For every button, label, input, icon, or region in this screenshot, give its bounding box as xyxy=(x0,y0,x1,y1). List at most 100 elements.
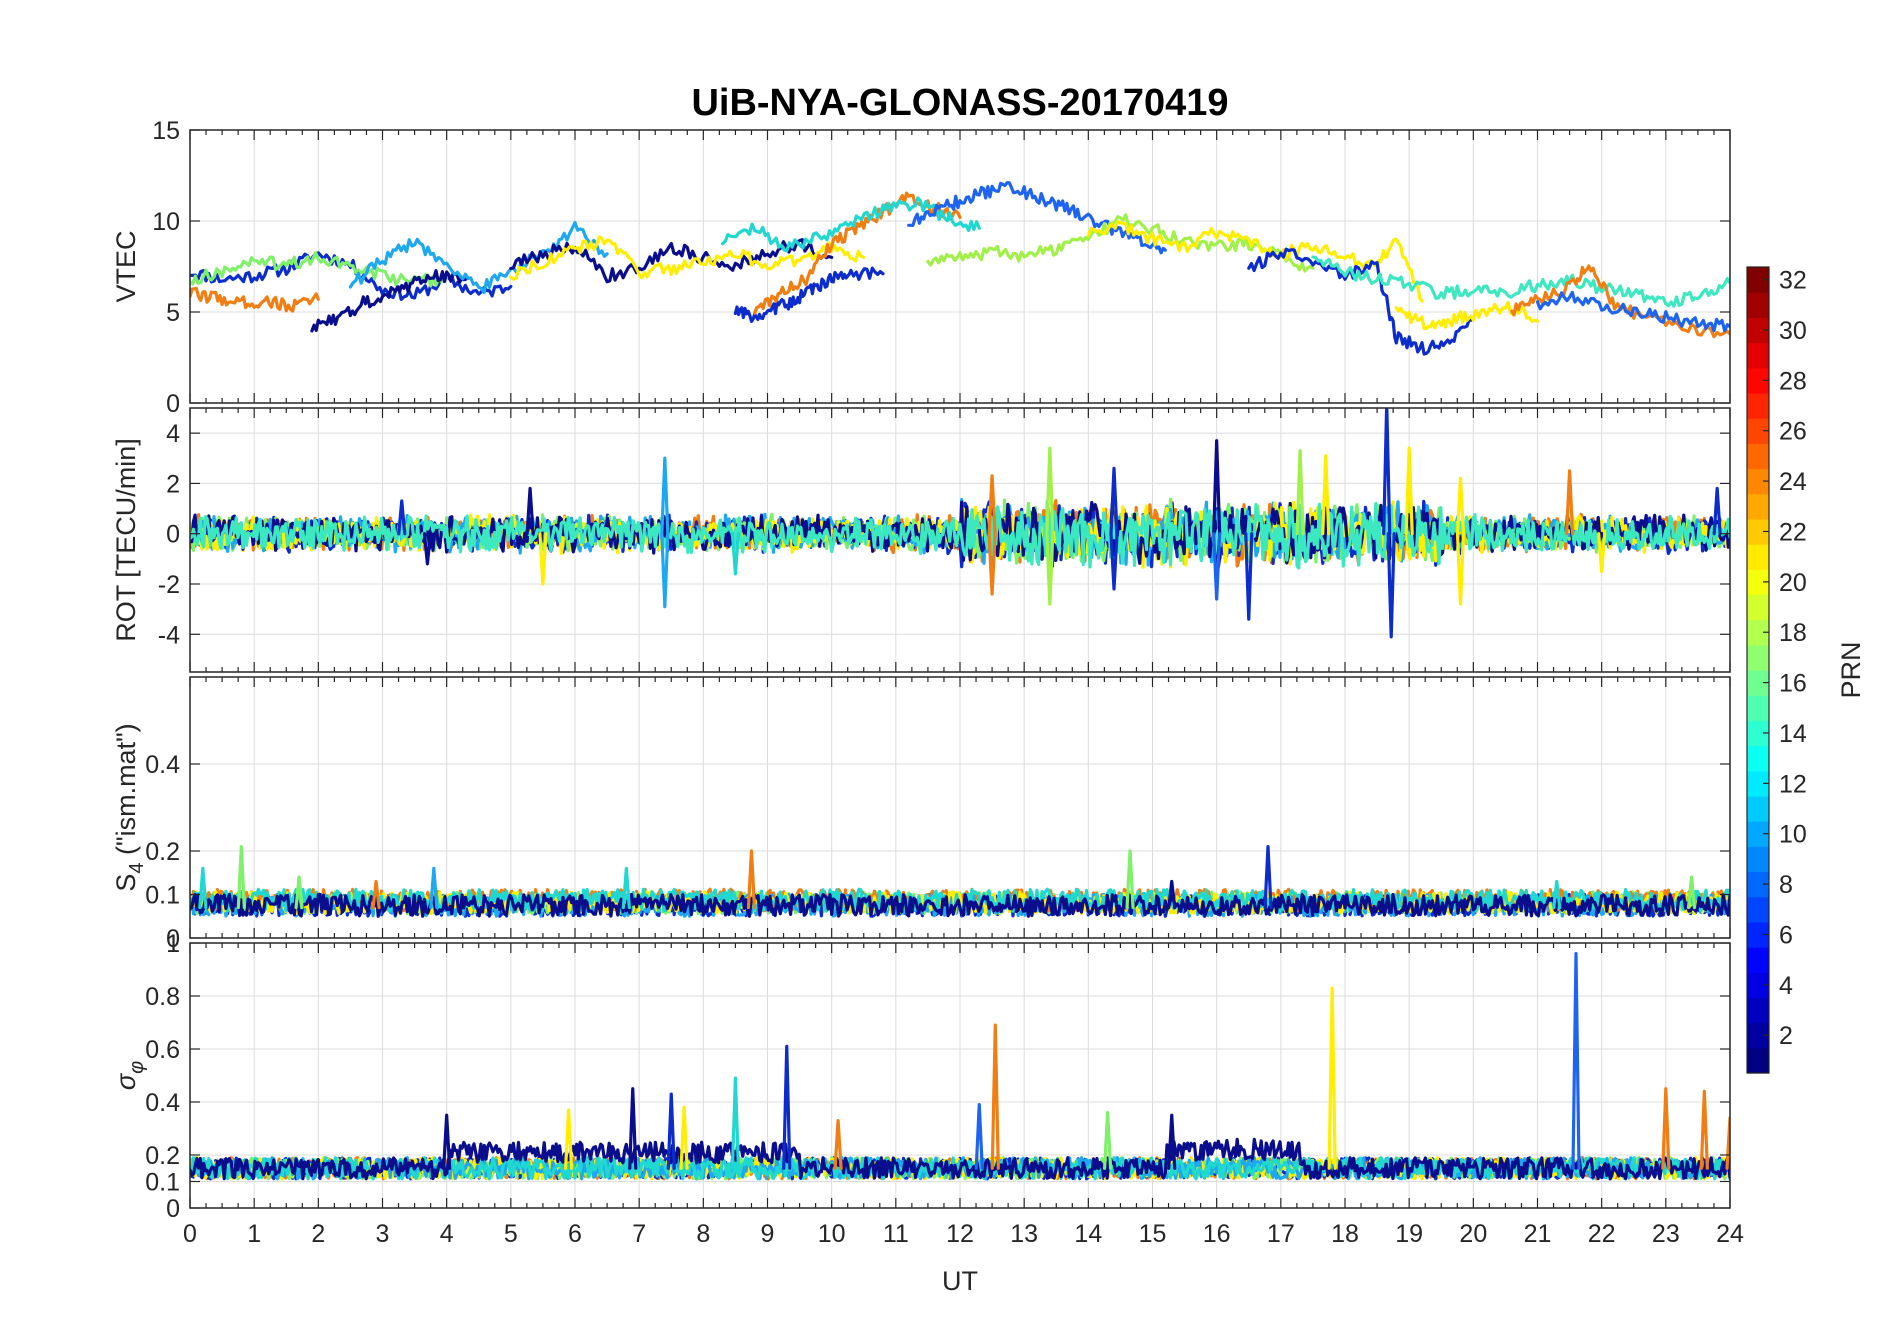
colorbar-segment xyxy=(1747,670,1769,696)
spike-mark xyxy=(525,486,535,536)
spike-mark xyxy=(429,866,439,910)
colorbar-tick-label: 18 xyxy=(1779,619,1807,647)
y-tick-label: 0.6 xyxy=(145,1036,180,1064)
spike-mark xyxy=(1263,845,1273,910)
colorbar-frame xyxy=(1746,266,1770,1074)
colorbar-segment xyxy=(1747,443,1769,470)
colorbar-tick-label: 2 xyxy=(1779,1022,1793,1050)
x-tick-label: 24 xyxy=(1716,1220,1744,1248)
y-tick-label: 0.1 xyxy=(145,882,180,910)
spike-mark xyxy=(1167,879,1177,910)
spike-mark xyxy=(294,875,304,910)
colorbar-tick-label: 28 xyxy=(1779,367,1807,395)
colorbar-label: PRN xyxy=(1836,641,1866,698)
vtec-series xyxy=(1394,300,1540,331)
vtec-series xyxy=(733,266,885,323)
series-line xyxy=(190,892,1730,918)
grid xyxy=(189,129,1731,404)
vtec-series xyxy=(190,251,449,288)
vtec-series xyxy=(926,213,1315,273)
plot-area xyxy=(190,181,1730,356)
spike-mark xyxy=(1661,1087,1671,1170)
series-line xyxy=(190,499,1730,570)
colorbar-tick-label: 30 xyxy=(1779,317,1807,345)
colorbar-segment xyxy=(1747,267,1769,293)
y-tick-label: 0.2 xyxy=(145,1142,180,1170)
chart-title: UiB-NYA-GLONASS-20170419 xyxy=(691,82,1228,124)
panel-2: -4 -2 0 2 4 ROT [TECU/min] xyxy=(111,407,1731,673)
colorbar-tick-label: 16 xyxy=(1779,670,1807,698)
colorbar-tick-label: 22 xyxy=(1779,518,1807,546)
spike-mark xyxy=(987,532,997,596)
x-tick-label: 10 xyxy=(818,1220,846,1248)
x-tick-label: 12 xyxy=(946,1220,974,1248)
x-tick-label: 16 xyxy=(1203,1220,1231,1248)
spike-mark xyxy=(1386,532,1396,639)
spike-mark xyxy=(1327,986,1337,1170)
spike-mark xyxy=(422,532,433,566)
colorbar-segment xyxy=(1747,342,1769,369)
x-tick-label: 17 xyxy=(1267,1220,1295,1248)
spike-mark xyxy=(1212,532,1222,601)
x-tick-label: 2 xyxy=(311,1220,325,1248)
spike-mark xyxy=(1102,1111,1113,1170)
spike-mark xyxy=(1045,532,1055,606)
spike-mark xyxy=(1571,952,1581,1170)
spike-mark xyxy=(442,1113,452,1170)
x-tick-label: 4 xyxy=(440,1220,454,1248)
series-line xyxy=(190,1137,1730,1181)
plot-area xyxy=(190,845,1730,918)
y-tick-label: 0 xyxy=(166,390,180,418)
spike-mark xyxy=(1725,1116,1730,1170)
colorbar-segment xyxy=(1747,720,1769,747)
colorbar-segment xyxy=(1747,468,1769,495)
spike-mark xyxy=(1045,446,1055,536)
x-tick-label: 5 xyxy=(504,1220,518,1248)
spike-mark xyxy=(1552,879,1562,910)
colorbar-segment xyxy=(1747,997,1769,1024)
spike-mark xyxy=(563,1108,574,1170)
colorbar-segment xyxy=(1747,795,1769,822)
colorbar-segment xyxy=(1747,1047,1769,1074)
colorbar-segment xyxy=(1747,972,1769,999)
plot-area xyxy=(190,952,1730,1181)
spike-mark xyxy=(730,1076,741,1170)
spike-mark xyxy=(628,1087,638,1170)
vtec-series xyxy=(509,235,866,281)
panel-3: 0 0.1 0.2 0.4S4 ("ism.mat") xyxy=(111,676,1731,953)
panel-1: 0 5 10 15 VTEC xyxy=(111,117,1731,418)
spike-mark xyxy=(1125,849,1135,910)
y-axis-label: ROT [TECU/min] xyxy=(111,438,141,642)
colorbar-segment xyxy=(1747,367,1769,394)
y-tick-label: 0.1 xyxy=(145,1169,180,1197)
x-tick-label: 7 xyxy=(632,1220,646,1248)
colorbar-segment xyxy=(1747,1022,1769,1049)
spike-mark xyxy=(621,866,631,910)
vtec-series xyxy=(348,221,609,295)
y-tick-label: -4 xyxy=(158,621,180,649)
colorbar-tick-label: 14 xyxy=(1779,720,1807,748)
y-tick-label: 0.4 xyxy=(145,751,180,779)
x-tick-label: 8 xyxy=(696,1220,710,1248)
y-tick-label: 15 xyxy=(152,117,180,145)
colorbar-segment xyxy=(1747,896,1769,923)
colorbar-tick-label: 24 xyxy=(1779,468,1807,496)
spike-mark xyxy=(1686,875,1697,910)
x-tick-label: 20 xyxy=(1459,1220,1487,1248)
x-tick-label: 9 xyxy=(761,1220,775,1248)
x-tick-label: 14 xyxy=(1074,1220,1102,1248)
y-tick-label: 0 xyxy=(166,521,180,549)
y-tick-label: 0 xyxy=(166,925,180,953)
colorbar-segment xyxy=(1747,544,1769,570)
colorbar-segment xyxy=(1747,644,1769,671)
colorbar-segment xyxy=(1747,871,1769,898)
x-tick-label: 21 xyxy=(1524,1220,1552,1248)
colorbar-segment xyxy=(1747,947,1769,973)
plot-area xyxy=(190,408,1730,639)
spike-mark xyxy=(1455,476,1466,536)
x-tick-label: 18 xyxy=(1331,1220,1359,1248)
spike-mark xyxy=(1109,532,1119,591)
